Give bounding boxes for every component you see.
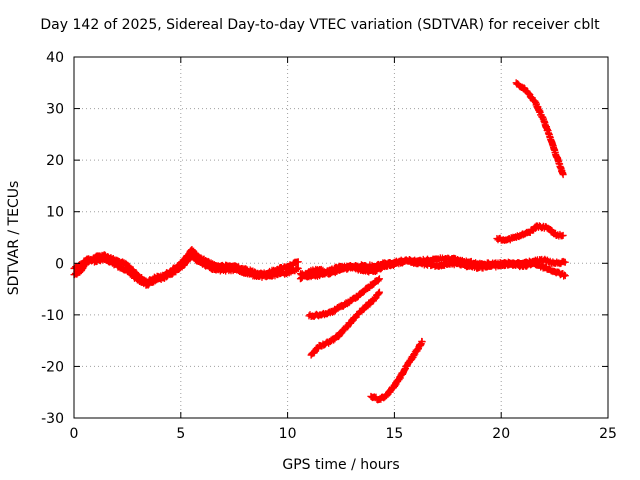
grid-lines [74,57,608,418]
x-tick-label: 5 [176,426,185,442]
plot-area-frame [73,56,609,419]
series-track-low-b [307,288,383,359]
series-trace [368,337,426,404]
series-trace [513,80,567,177]
series-track-low-a [305,275,383,321]
series-track-upper-a [493,222,567,244]
y-tick-label: -20 [41,359,64,375]
x-tick-label: 20 [492,426,510,442]
y-tick-label: -10 [41,308,64,324]
data-points [70,79,569,404]
x-axis-label: GPS time / hours [282,457,400,473]
x-tick-label: 10 [279,426,297,442]
chart-title: Day 142 of 2025, Sidereal Day-to-day VTE… [40,17,600,33]
series-track-mid-2 [296,256,569,281]
axis-ticks: 0 5 10 15 20 25 -30 -20 -10 0 10 20 30 40 [41,50,617,442]
series-track-low-c [367,337,426,404]
series-trace [308,289,383,358]
y-tick-label: 40 [46,50,64,66]
series-track-main-2 [70,251,302,289]
series-trace [306,275,383,321]
x-tick-label: 0 [70,426,79,442]
series-track-upper-b [512,79,567,179]
x-tick-label: 15 [385,426,403,442]
y-tick-label: 10 [46,205,64,221]
x-tick-label: 25 [599,426,617,442]
series-trace [71,251,301,289]
y-tick-label: -30 [41,411,64,427]
series-trace [494,222,566,244]
y-tick-label: 30 [46,102,64,118]
series-trace [297,256,568,281]
y-tick-label: 0 [55,256,64,272]
y-tick-label: 20 [46,153,64,169]
